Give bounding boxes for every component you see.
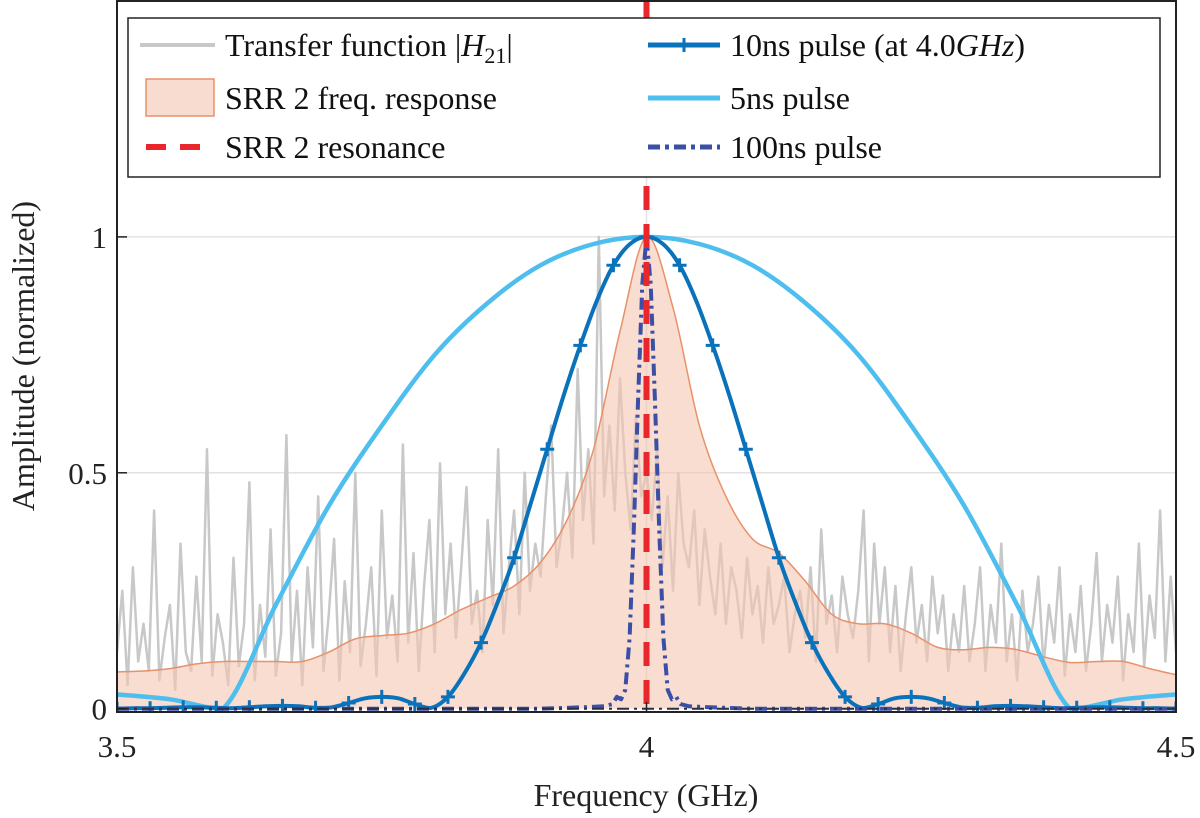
legend-label-100ns: 100ns pulse [730, 129, 882, 165]
marker-10ns-pulse [771, 550, 786, 565]
marker-10ns-pulse [606, 258, 621, 273]
legend-label-10ns: 10ns pulse (at 4.0GHz) [730, 27, 1025, 63]
legend-label-resonance: SRR 2 resonance [225, 129, 445, 165]
x-tick-label: 4.5 [1157, 729, 1196, 764]
marker-10ns-pulse [705, 338, 720, 353]
legend-label-5ns: 5ns pulse [730, 80, 850, 116]
legend-label-transfer: Transfer function |H21| [225, 27, 513, 68]
marker-10ns-pulse [838, 689, 853, 704]
y-tick-label: 0.5 [68, 456, 107, 491]
x-axis-label: Frequency (GHz) [534, 777, 759, 813]
legend-label-srr: SRR 2 freq. response [225, 80, 497, 116]
marker-10ns-pulse [440, 689, 455, 704]
marker-10ns-pulse [407, 696, 422, 711]
marker-10ns-pulse [540, 442, 555, 457]
legend-swatch-srr [145, 78, 215, 117]
marker-10ns-pulse [374, 689, 389, 704]
legend: Transfer function |H21| SRR 2 freq. resp… [127, 17, 1161, 178]
marker-10ns-pulse [672, 258, 687, 273]
marker-10ns-pulse [904, 689, 919, 704]
legend-marker-plus-icon [677, 38, 691, 52]
series-100ns-pulse [117, 234, 1176, 711]
x-tick-label: 4 [639, 729, 655, 764]
x-tick-label: 3.5 [98, 729, 137, 764]
marker-10ns-pulse [507, 550, 522, 565]
marker-10ns-pulse [573, 338, 588, 353]
axis-ticks: 0 0.5 1 3.5 4 4.5 [68, 220, 1195, 764]
marker-10ns-pulse [804, 635, 819, 650]
y-tick-label: 1 [92, 220, 108, 255]
legend-box [127, 17, 1161, 178]
marker-10ns-pulse [275, 698, 290, 712]
y-tick-label: 0 [92, 692, 108, 727]
y-axis-label: Amplitude (normalized) [5, 201, 41, 511]
marker-10ns-pulse [738, 442, 753, 457]
marker-10ns-pulse [474, 635, 489, 650]
